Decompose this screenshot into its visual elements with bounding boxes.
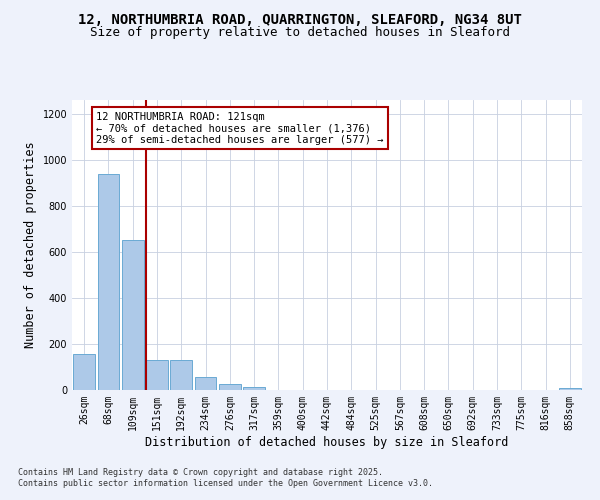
Bar	[73, 354, 95, 390]
Bar	[97, 174, 119, 390]
Text: 12 NORTHUMBRIA ROAD: 121sqm
← 70% of detached houses are smaller (1,376)
29% of : 12 NORTHUMBRIA ROAD: 121sqm ← 70% of det…	[96, 112, 384, 144]
Text: Size of property relative to detached houses in Sleaford: Size of property relative to detached ho…	[90, 26, 510, 39]
Text: 12, NORTHUMBRIA ROAD, QUARRINGTON, SLEAFORD, NG34 8UT: 12, NORTHUMBRIA ROAD, QUARRINGTON, SLEAF…	[78, 12, 522, 26]
Y-axis label: Number of detached properties: Number of detached properties	[24, 142, 37, 348]
X-axis label: Distribution of detached houses by size in Sleaford: Distribution of detached houses by size …	[145, 436, 509, 448]
Bar	[194, 376, 217, 390]
Bar	[146, 360, 168, 390]
Text: Contains HM Land Registry data © Crown copyright and database right 2025.
Contai: Contains HM Land Registry data © Crown c…	[18, 468, 433, 487]
Bar	[170, 360, 192, 390]
Bar	[559, 388, 581, 390]
Bar	[243, 387, 265, 390]
Bar	[219, 384, 241, 390]
Bar	[122, 240, 143, 390]
